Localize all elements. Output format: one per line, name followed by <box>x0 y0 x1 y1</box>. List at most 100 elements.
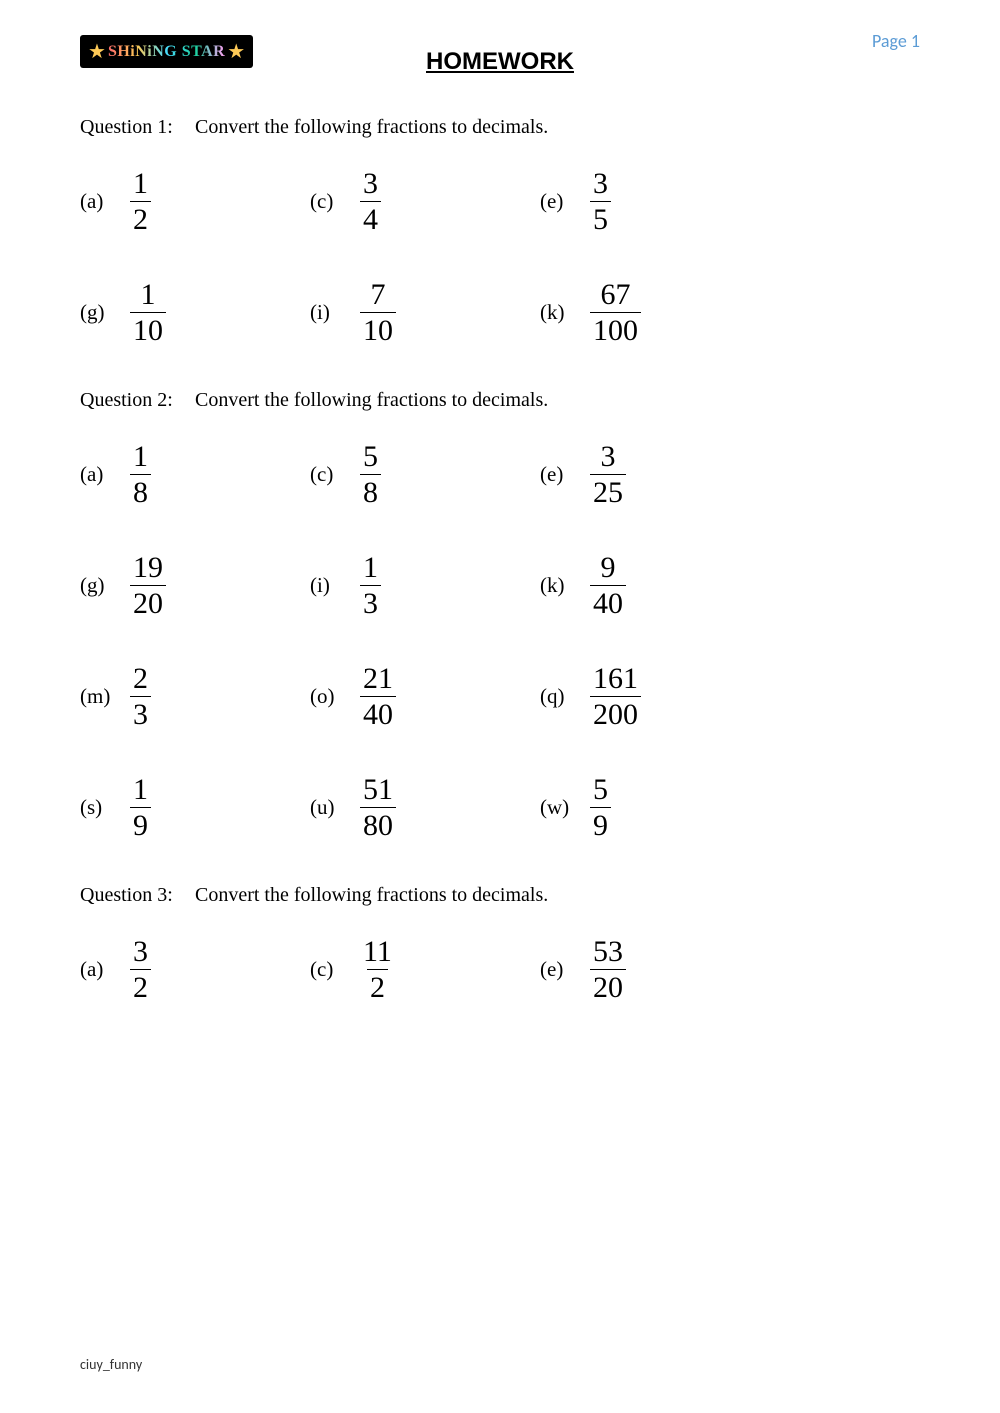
fraction-item: (i) 13 <box>310 551 540 620</box>
denominator: 100 <box>590 312 641 347</box>
fraction-item: (i) 710 <box>310 278 540 347</box>
denominator: 40 <box>590 585 626 620</box>
fraction: 161200 <box>590 662 641 731</box>
fraction: 12 <box>130 167 151 236</box>
item-label: (a) <box>80 462 116 487</box>
question-header: Question 3:Convert the following fractio… <box>80 884 920 907</box>
numerator: 11 <box>360 935 395 969</box>
fraction-item: (s) 19 <box>80 773 310 842</box>
star-icon: ★ <box>88 39 106 64</box>
star-icon: ★ <box>227 39 245 64</box>
denominator: 20 <box>590 969 626 1004</box>
items-row: (g)110(i)710(k)67100 <box>80 278 920 347</box>
fraction-item: (e) 325 <box>540 440 770 509</box>
numerator: 67 <box>598 278 634 312</box>
numerator: 5 <box>360 440 381 474</box>
items-row: (s)19(u)5180(w)59 <box>80 773 920 842</box>
denominator: 40 <box>360 696 396 731</box>
fraction-item: (o) 2140 <box>310 662 540 731</box>
fraction: 67100 <box>590 278 641 347</box>
item-label: (c) <box>310 462 346 487</box>
numerator: 1 <box>130 167 151 201</box>
fraction: 13 <box>360 551 381 620</box>
item-label: (e) <box>540 957 576 982</box>
denominator: 10 <box>360 312 396 347</box>
numerator: 3 <box>130 935 151 969</box>
fraction: 1920 <box>130 551 166 620</box>
numerator: 1 <box>138 278 159 312</box>
fraction: 112 <box>360 935 395 1004</box>
fraction: 940 <box>590 551 626 620</box>
item-label: (q) <box>540 684 576 709</box>
fraction-item: (q) 161200 <box>540 662 770 731</box>
fraction: 32 <box>130 935 151 1004</box>
fraction: 18 <box>130 440 151 509</box>
item-label: (c) <box>310 957 346 982</box>
item-label: (g) <box>80 300 116 325</box>
numerator: 3 <box>590 167 611 201</box>
numerator: 1 <box>360 551 381 585</box>
fraction: 35 <box>590 167 611 236</box>
fraction-item: (g)1920 <box>80 551 310 620</box>
denominator: 2 <box>367 969 388 1004</box>
fraction-item: (a)32 <box>80 935 310 1004</box>
numerator: 1 <box>130 773 151 807</box>
items-row: (g)1920(i) 13 (k) 940 <box>80 551 920 620</box>
item-label: (e) <box>540 462 576 487</box>
fraction-item: (k) 940 <box>540 551 770 620</box>
question-label: Question 3: <box>80 884 195 907</box>
questions-container: Question 1:Convert the following fractio… <box>80 116 920 1004</box>
denominator: 9 <box>590 807 611 842</box>
denominator: 3 <box>130 696 151 731</box>
numerator: 5 <box>590 773 611 807</box>
item-label: (u) <box>310 795 346 820</box>
items-row: (m) 23 (o) 2140 (q) 161200 <box>80 662 920 731</box>
question-prompt: Convert the following fractions to decim… <box>195 884 548 906</box>
fraction: 19 <box>130 773 151 842</box>
fraction-item: (a) 18 <box>80 440 310 509</box>
denominator: 25 <box>590 474 626 509</box>
fraction: 5180 <box>360 773 396 842</box>
denominator: 10 <box>130 312 166 347</box>
fraction-item: (w)59 <box>540 773 770 842</box>
items-row: (a)32(c)112(e)5320 <box>80 935 920 1004</box>
denominator: 4 <box>360 201 381 236</box>
question-header: Question 1:Convert the following fractio… <box>80 116 920 139</box>
items-row: (a)18(c)58(e)325 <box>80 440 920 509</box>
item-label: (m) <box>80 684 116 709</box>
fraction-item: (c)58 <box>310 440 540 509</box>
item-label: (s) <box>80 795 116 820</box>
item-label: (i) <box>310 573 346 598</box>
denominator: 20 <box>130 585 166 620</box>
numerator: 51 <box>360 773 396 807</box>
items-row: (a)12(c)34(e)35 <box>80 167 920 236</box>
footer-author: ciuy_funny <box>80 1356 142 1373</box>
numerator: 2 <box>130 662 151 696</box>
fraction-item: (e) 5320 <box>540 935 770 1004</box>
item-label: (k) <box>540 300 576 325</box>
fraction: 59 <box>590 773 611 842</box>
item-label: (a) <box>80 189 116 214</box>
numerator: 3 <box>598 440 619 474</box>
item-label: (i) <box>310 300 346 325</box>
numerator: 1 <box>130 440 151 474</box>
item-label: (o) <box>310 684 346 709</box>
item-label: (c) <box>310 189 346 214</box>
fraction-item: (a) 12 <box>80 167 310 236</box>
question-prompt: Convert the following fractions to decim… <box>195 116 548 138</box>
denominator: 5 <box>590 201 611 236</box>
fraction: 5320 <box>590 935 626 1004</box>
denominator: 9 <box>130 807 151 842</box>
fraction: 110 <box>130 278 166 347</box>
numerator: 161 <box>590 662 641 696</box>
numerator: 21 <box>360 662 396 696</box>
numerator: 53 <box>590 935 626 969</box>
fraction: 2140 <box>360 662 396 731</box>
page-number: Page 1 <box>872 30 920 52</box>
item-label: (k) <box>540 573 576 598</box>
numerator: 19 <box>130 551 166 585</box>
denominator: 2 <box>130 969 151 1004</box>
fraction: 710 <box>360 278 396 347</box>
numerator: 7 <box>368 278 389 312</box>
denominator: 200 <box>590 696 641 731</box>
